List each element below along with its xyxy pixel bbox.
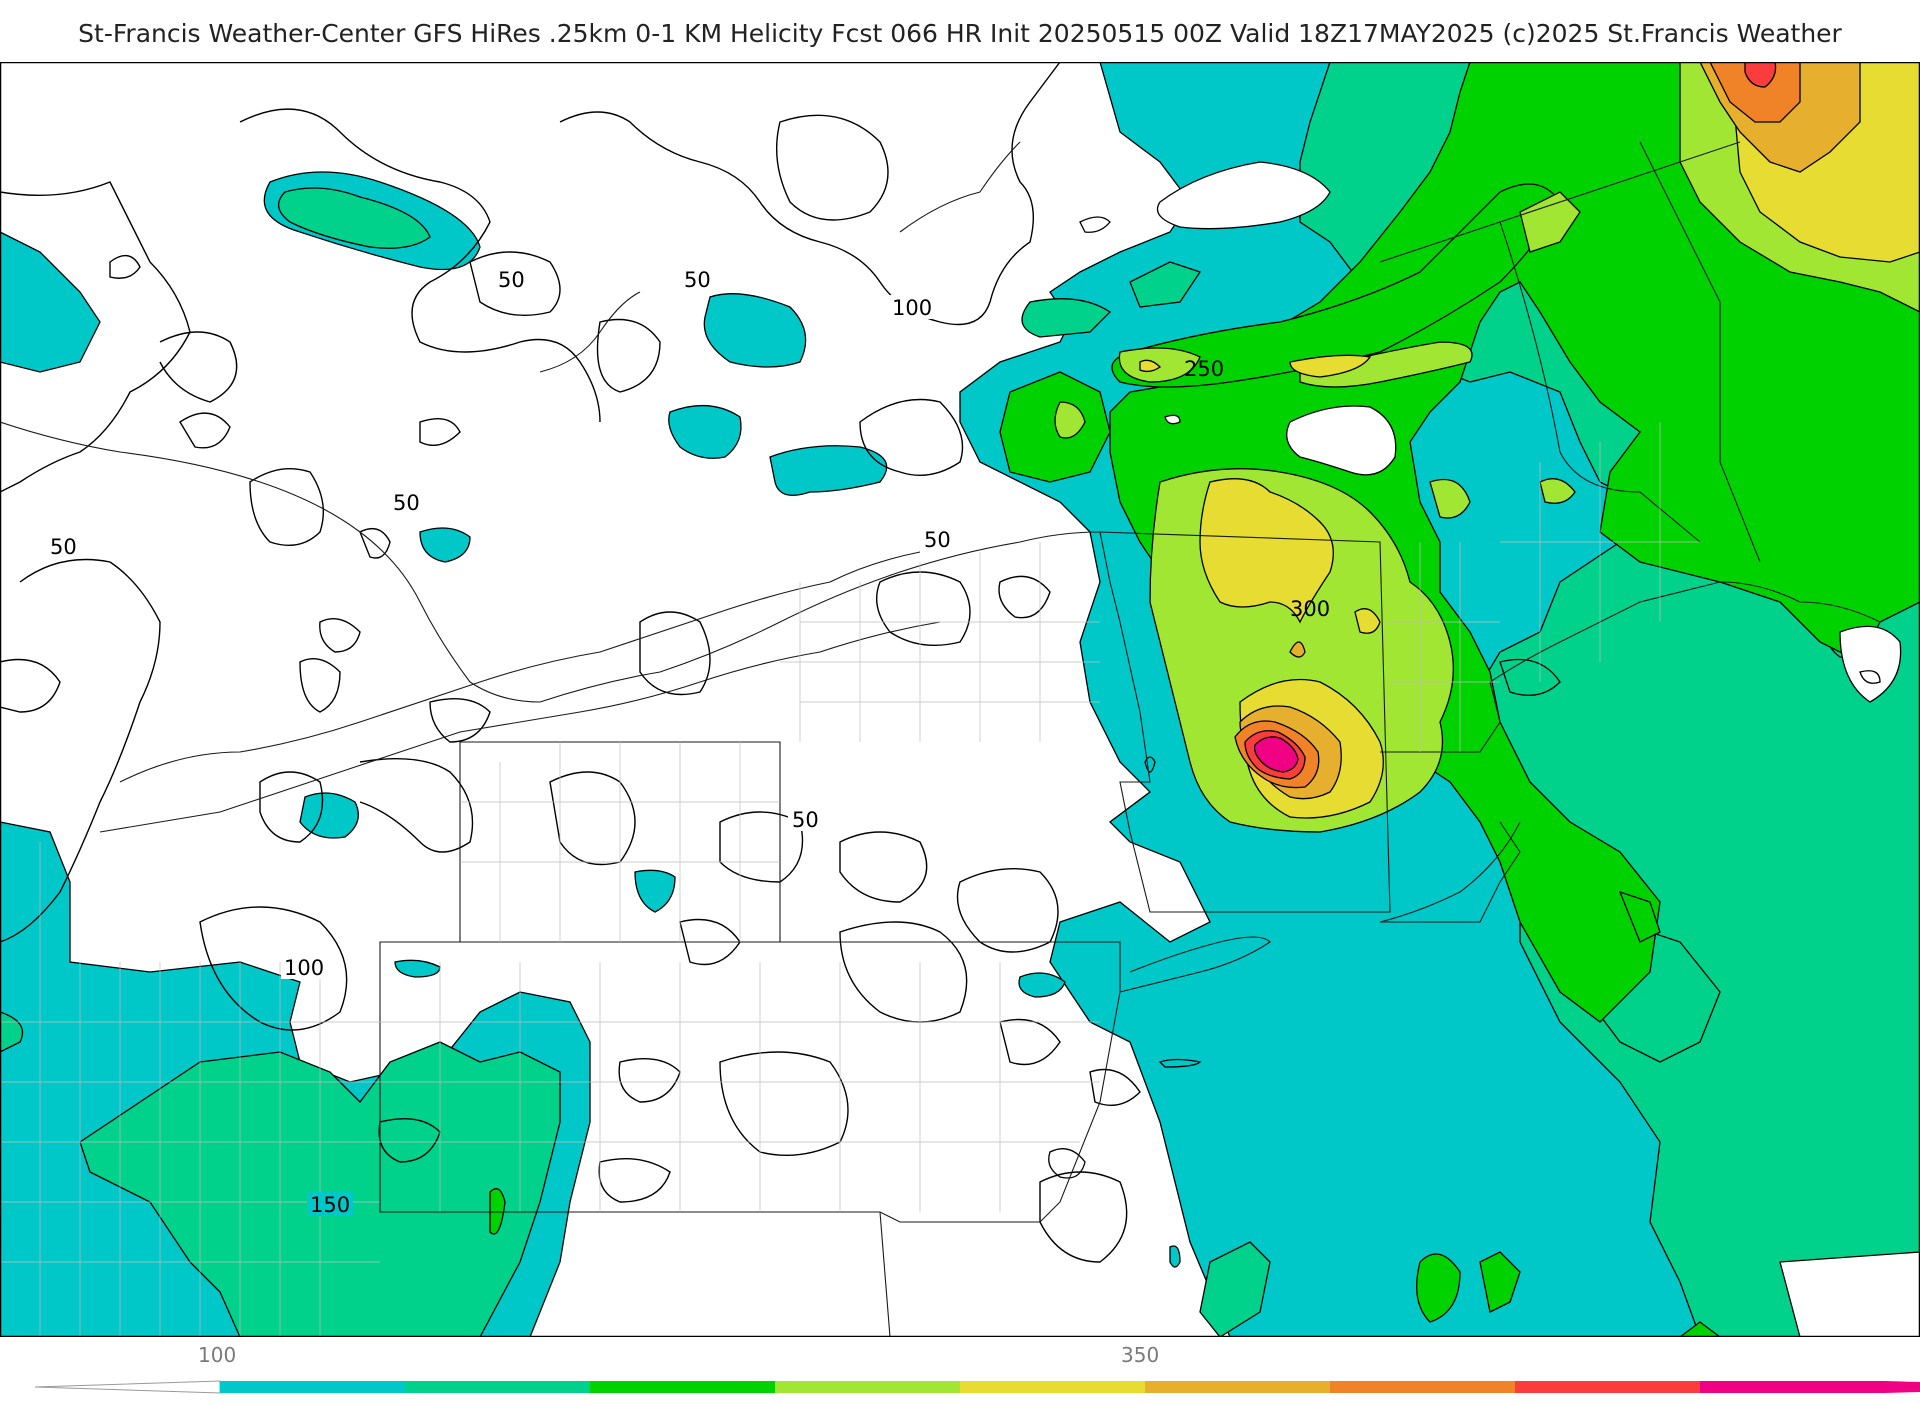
colorbar-swatch bbox=[775, 1381, 960, 1393]
colorbar-swatch bbox=[960, 1381, 1145, 1393]
contour-labels: 50 50 100 50 50 50 50 100 150 250 300 bbox=[46, 267, 1330, 1217]
colorbar-swatch bbox=[590, 1381, 775, 1393]
color-legend: 100 350 bbox=[0, 1337, 1920, 1400]
colorbar-swatch bbox=[1145, 1381, 1330, 1393]
contour-label-250: 250 bbox=[1184, 357, 1224, 381]
geographic-boundaries bbox=[0, 141, 1881, 1337]
colorbar-low-arrow bbox=[34, 1380, 221, 1394]
helicity-band-200-250 bbox=[489, 62, 1920, 1337]
colorbar-swatch bbox=[405, 1381, 590, 1393]
county-lines bbox=[0, 422, 1700, 1337]
colorbar-swatch bbox=[220, 1381, 405, 1393]
contour-label-50: 50 bbox=[684, 268, 711, 292]
helicity-band-below-100-holes bbox=[1048, 161, 1920, 1337]
colorbar-swatch bbox=[1330, 1381, 1515, 1393]
contour-label-100: 100 bbox=[284, 956, 324, 980]
helicity-band-500-plus bbox=[1253, 736, 1299, 773]
contour-lines-low bbox=[0, 62, 1141, 1263]
map-title: St-Francis Weather-Center GFS HiRes .25k… bbox=[78, 19, 1842, 48]
colorbar-swatch bbox=[1700, 1381, 1885, 1393]
contour-label-100: 100 bbox=[892, 296, 932, 320]
colorbar-high-arrow bbox=[1885, 1381, 1920, 1393]
contour-label-50: 50 bbox=[792, 808, 819, 832]
contour-label-50: 50 bbox=[498, 268, 525, 292]
contour-label-50: 50 bbox=[50, 535, 77, 559]
colorbar-tick-label: 350 bbox=[1121, 1343, 1159, 1367]
colorbar-swatch bbox=[1515, 1381, 1700, 1393]
helicity-map: 50 50 100 50 50 50 50 100 150 250 300 bbox=[0, 62, 1920, 1337]
colorbar-tick-label: 100 bbox=[198, 1343, 236, 1367]
contour-label-50: 50 bbox=[393, 491, 420, 515]
contour-label-150: 150 bbox=[310, 1193, 350, 1217]
contour-label-50: 50 bbox=[924, 528, 951, 552]
contour-label-300: 300 bbox=[1290, 597, 1330, 621]
